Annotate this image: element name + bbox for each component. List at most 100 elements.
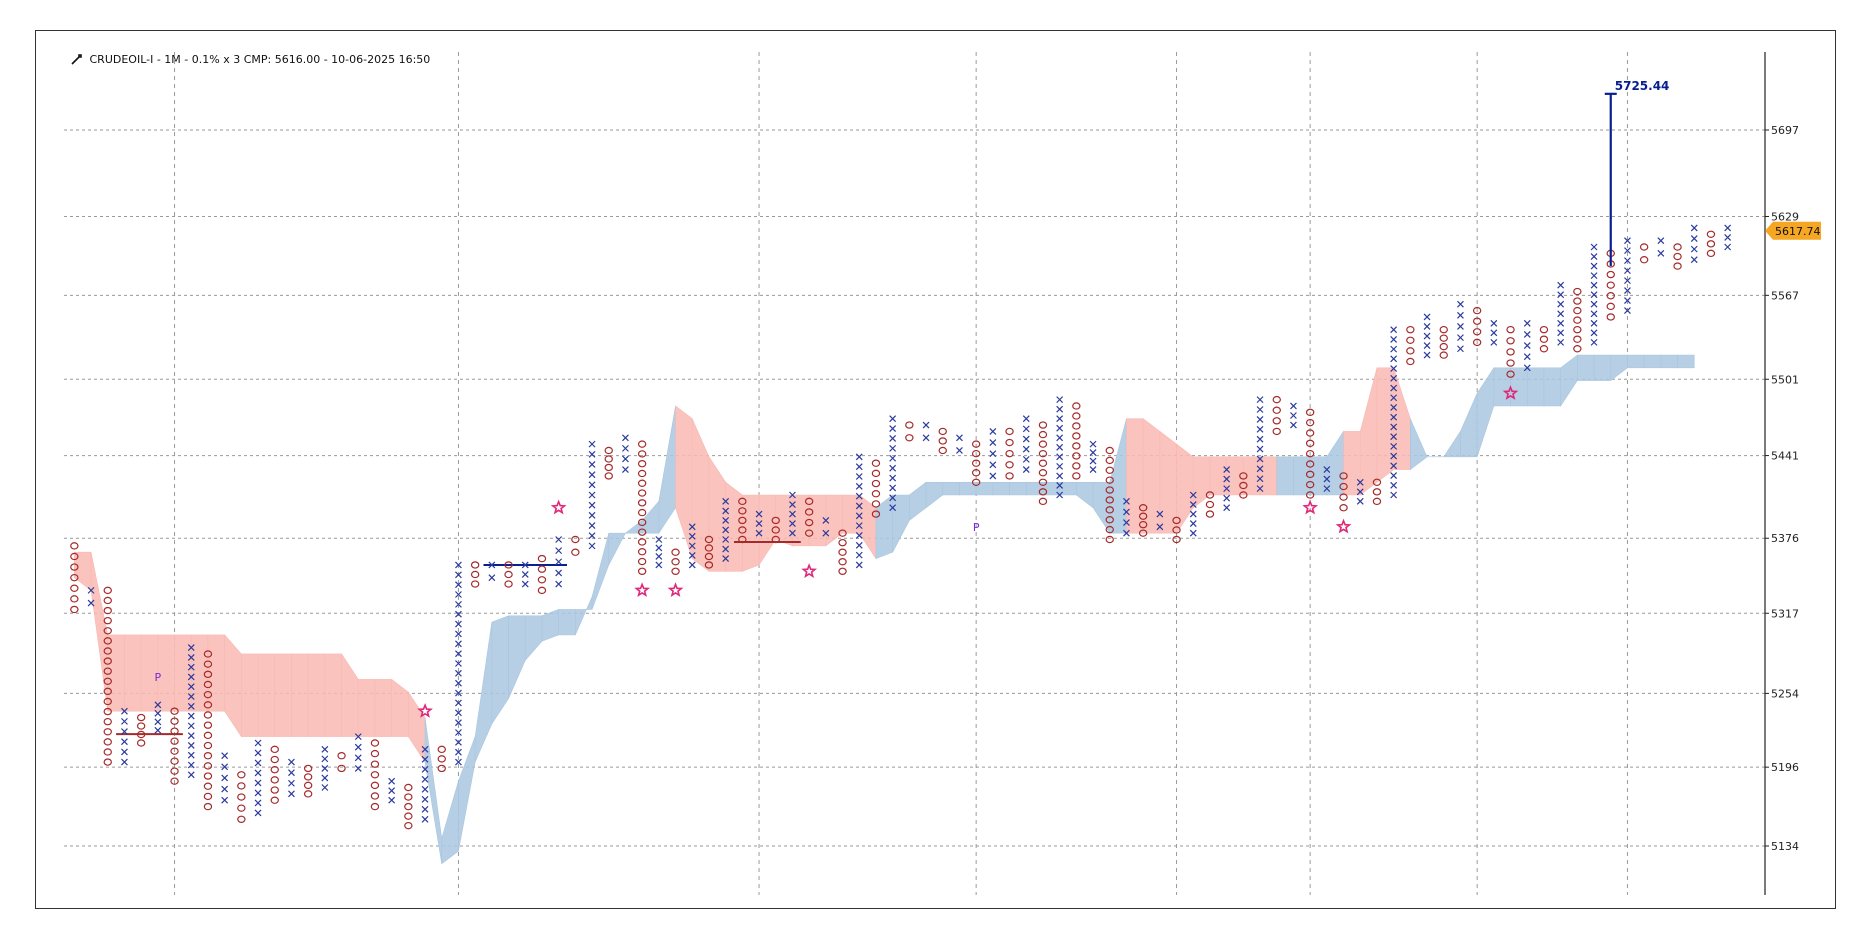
x-mark — [722, 517, 730, 524]
x-mark — [187, 644, 195, 652]
cloud-segment — [1660, 354, 1678, 369]
o-mark — [1072, 422, 1081, 430]
o-mark — [938, 446, 947, 455]
y-tick-label: 5629 — [1771, 210, 1799, 223]
o-mark — [504, 561, 513, 569]
o-mark — [103, 586, 112, 595]
o-mark — [1172, 535, 1181, 544]
x-mark — [1056, 434, 1064, 442]
x-mark — [1590, 310, 1598, 318]
o-mark — [838, 548, 847, 556]
x-mark — [889, 484, 897, 492]
o-mark — [1339, 504, 1348, 512]
x-mark — [121, 738, 128, 746]
x-mark — [221, 752, 229, 760]
x-mark — [1423, 351, 1431, 359]
chart-frame — [35, 30, 1836, 909]
x-mark — [588, 461, 596, 468]
x-column — [688, 523, 696, 569]
o-mark — [1305, 449, 1315, 458]
o-mark — [1406, 325, 1415, 334]
x-mark — [1590, 300, 1598, 308]
o-column — [571, 535, 580, 556]
o-mark — [637, 469, 647, 478]
x-mark — [1123, 497, 1130, 505]
o-mark — [203, 680, 213, 689]
x-mark — [1390, 384, 1398, 392]
o-mark — [704, 561, 714, 569]
p-marker: P — [155, 671, 162, 684]
o-mark — [1038, 421, 1048, 429]
o-mark — [1506, 348, 1515, 356]
x-mark — [989, 461, 997, 469]
x-column — [154, 701, 162, 734]
x-mark — [121, 717, 128, 725]
x-mark — [1123, 508, 1130, 516]
o-mark — [1205, 491, 1215, 499]
o-mark — [838, 567, 847, 576]
x-mark — [1022, 415, 1030, 423]
o-mark — [637, 450, 647, 458]
o-column — [1472, 306, 1482, 347]
x-column — [789, 491, 796, 537]
o-mark — [571, 548, 580, 556]
x-mark — [354, 733, 362, 741]
x-mark — [1390, 462, 1398, 470]
x-column — [1724, 224, 1732, 251]
x-mark — [1323, 466, 1331, 473]
x-mark — [1356, 478, 1364, 486]
x-mark — [755, 520, 763, 528]
cloud-segment — [675, 405, 693, 559]
o-mark — [1573, 335, 1582, 343]
x-mark — [1624, 287, 1631, 295]
x-mark — [1390, 452, 1398, 460]
x-column — [855, 453, 863, 569]
o-mark — [871, 510, 881, 518]
x-column — [221, 752, 229, 804]
o-mark — [170, 747, 179, 755]
x-mark — [588, 501, 596, 509]
o-mark — [1372, 478, 1382, 486]
o-column — [1439, 325, 1448, 359]
o-mark — [1339, 493, 1348, 501]
x-mark — [688, 561, 696, 569]
x-mark — [789, 491, 796, 499]
x-mark — [187, 771, 195, 779]
wrench-icon[interactable] — [70, 53, 82, 65]
o-column — [1239, 472, 1248, 499]
o-mark — [537, 586, 547, 595]
x-mark — [1457, 311, 1464, 319]
o-column — [1606, 249, 1615, 321]
o-mark — [103, 707, 112, 716]
o-mark — [1105, 456, 1114, 465]
cloud-segment — [1510, 367, 1528, 407]
o-mark — [1305, 408, 1315, 417]
x-column — [1690, 224, 1698, 264]
o-mark — [1072, 402, 1081, 410]
o-mark — [437, 745, 446, 754]
x-mark — [588, 450, 596, 458]
x-mark — [421, 755, 429, 763]
cloud-segment — [1443, 430, 1461, 458]
o-mark — [1038, 440, 1048, 448]
o-mark — [604, 446, 613, 455]
x-mark — [722, 536, 730, 543]
x-mark — [455, 689, 462, 697]
x-mark — [1256, 425, 1264, 433]
o-column — [1539, 325, 1549, 353]
x-mark — [455, 669, 462, 677]
x-mark — [354, 764, 362, 772]
o-mark — [303, 781, 313, 790]
x-mark — [421, 765, 429, 773]
o-mark — [1472, 306, 1482, 315]
o-mark — [70, 563, 79, 571]
o-mark — [103, 748, 112, 756]
o-mark — [1138, 512, 1148, 520]
x-mark — [421, 795, 429, 803]
x-mark — [455, 699, 462, 707]
x-column — [889, 415, 897, 512]
x-mark — [1557, 281, 1565, 289]
o-column — [70, 542, 79, 614]
o-mark — [170, 757, 179, 765]
o-mark — [1406, 336, 1415, 344]
